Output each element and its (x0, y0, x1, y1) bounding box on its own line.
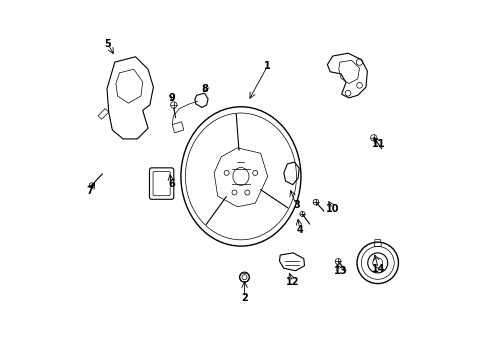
Text: 14: 14 (371, 264, 385, 274)
Text: 9: 9 (169, 93, 175, 103)
Text: 3: 3 (292, 200, 299, 210)
Text: 11: 11 (371, 139, 385, 149)
Text: 10: 10 (325, 203, 339, 213)
Text: 4: 4 (296, 225, 303, 235)
Text: 8: 8 (202, 84, 208, 94)
Text: 2: 2 (241, 293, 247, 303)
Text: 5: 5 (104, 39, 111, 49)
Text: 12: 12 (285, 277, 299, 287)
Text: 13: 13 (333, 266, 346, 276)
Text: 1: 1 (264, 61, 270, 71)
Text: 7: 7 (87, 186, 93, 196)
Text: 6: 6 (167, 179, 174, 189)
